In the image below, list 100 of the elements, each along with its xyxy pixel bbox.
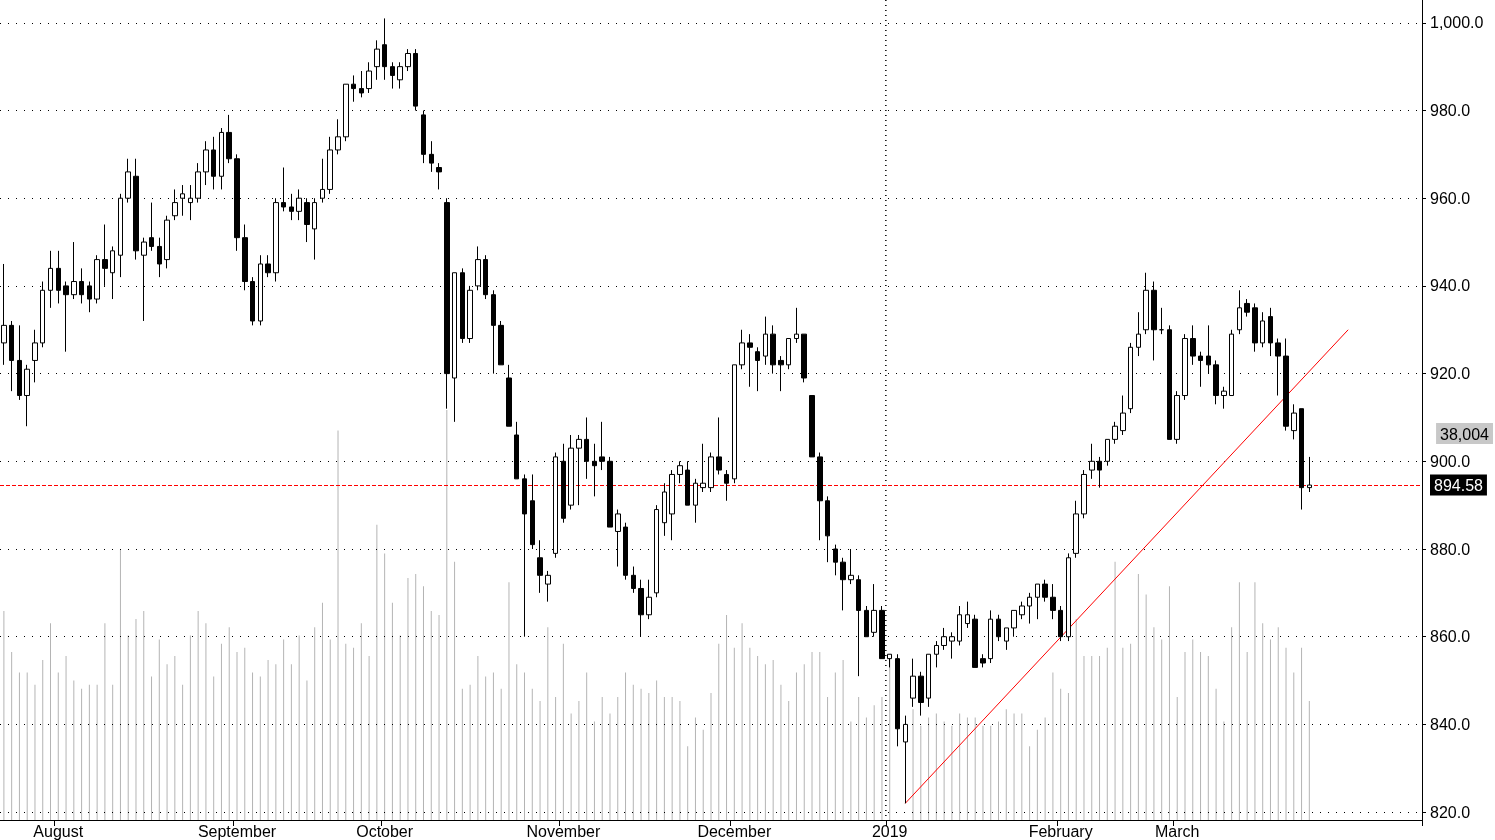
y-tick-label: 1,000.0 [1430,14,1484,32]
candlestick [133,158,139,261]
candlestick [1112,421,1118,445]
candlestick [359,70,364,98]
candlestick [63,281,69,353]
candlestick [988,609,993,664]
candlestick [94,254,100,304]
candlestick [56,250,61,304]
candlestick [242,224,248,291]
candlestick [980,653,986,668]
candlestick [1260,311,1265,348]
ref-line-label: 894.58 [1434,476,1484,494]
candlestick [397,61,403,90]
candlestick [708,452,714,493]
candlestick [522,473,527,638]
candlestick [1229,329,1234,397]
x-tick-label: March [1155,822,1200,840]
candlestick [436,162,442,190]
candlestick [957,605,962,646]
candlestick [1283,338,1289,432]
candlestick [9,320,14,392]
candlestick [211,136,216,190]
candlestick [949,631,955,660]
candlestick [1307,456,1312,493]
y-tick-label: 860.0 [1430,628,1471,646]
x-tick-label: September [197,822,277,840]
candlestick [1237,289,1242,335]
candlestick [71,241,77,300]
candlestick [180,184,185,217]
candlestick [895,653,900,747]
candlestick [662,482,667,537]
candlestick [320,158,325,204]
text: 38,004 [1440,425,1490,443]
candlestick [926,653,931,708]
y-tick-label: 880.0 [1430,540,1471,558]
candlestick [475,245,481,291]
candlestick [226,114,232,164]
y-tick-label: 940.0 [1430,277,1471,295]
candlestick [965,601,970,629]
candlestick [289,193,294,221]
candlestick [910,658,916,708]
candlestick [724,469,729,502]
candlestick [631,566,636,594]
candlestick [1050,583,1056,620]
candlestick [1120,395,1126,436]
candlestick [195,162,201,204]
candlestick [506,364,512,427]
candlestick [918,671,924,717]
candlestick [568,434,574,511]
candlestick [794,307,799,344]
candlestick [1182,333,1188,401]
candlestick [125,158,131,204]
candlestick [1011,609,1017,638]
candlestick [343,83,349,142]
candlestick [467,285,473,344]
candlestick [545,570,551,603]
candlestick [623,522,628,581]
candlestick [188,184,193,221]
candlestick [778,355,784,392]
candlestick [421,110,426,164]
candlestick [747,333,753,388]
candlestick [460,267,465,344]
candlestick [1167,324,1172,440]
candlestick [1081,469,1087,519]
candlestick [366,61,372,94]
candlestick [405,48,411,72]
candlestick [1268,307,1273,357]
candlestick [157,237,162,278]
candlestick [755,346,760,392]
candlestick [203,140,209,186]
candlestick [429,140,434,173]
y-tick-label: 920.0 [1430,365,1471,383]
candlestick [351,74,356,103]
x-tick-label: February [1028,822,1093,840]
candlestick [840,557,846,611]
candlestick [825,495,830,563]
candlestick [79,267,84,304]
candlestick [864,605,869,638]
candlestick [599,421,605,471]
x-tick-label: October [356,822,414,840]
x-tick-label: August [33,822,84,840]
x-tick-label: November [526,822,601,840]
candlestick [87,281,92,313]
candlestick [739,329,745,370]
candlestick [763,316,768,366]
candlestick [646,579,652,620]
candlestick [592,443,597,497]
candlestick [607,456,613,528]
y-tick-label: 820.0 [1430,803,1471,821]
candlestick [654,504,659,598]
candlestick [770,324,776,375]
candlestick [327,136,333,195]
candlestick [498,320,504,366]
candlestick [273,197,279,283]
candlestick [491,289,496,375]
candlestick [693,478,698,524]
candlestick [537,539,543,594]
candlestick [716,416,722,475]
candlestick [941,627,947,651]
candlestick [1252,302,1258,353]
